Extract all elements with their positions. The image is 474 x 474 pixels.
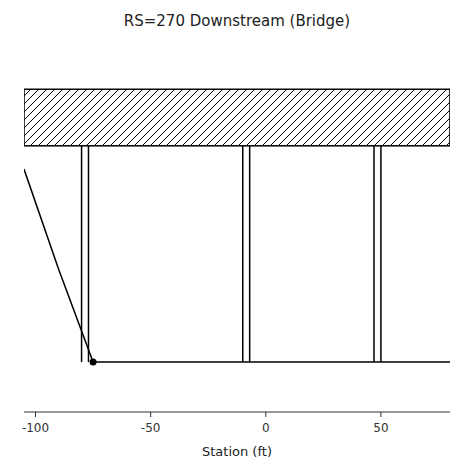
x-tick	[35, 412, 36, 417]
x-axis-line	[24, 412, 450, 413]
pier-line	[373, 146, 375, 362]
x-axis-label: Station (ft)	[202, 444, 272, 459]
ground-profile	[24, 169, 450, 362]
bridge-deck	[24, 89, 450, 146]
x-tick	[380, 412, 381, 417]
x-tick	[265, 412, 266, 417]
chart: RS=270 Downstream (Bridge) -100 -50 0 50 Stat…	[0, 0, 474, 474]
title: RS=270 Downstream (Bridge)	[124, 12, 350, 30]
x-tick-label: 50	[373, 421, 388, 435]
pier-line	[249, 146, 251, 362]
x-tick-label: -100	[22, 421, 49, 435]
pier-line	[380, 146, 382, 362]
pier-line	[88, 146, 90, 362]
plot-area	[24, 89, 450, 365]
pier-line	[242, 146, 244, 362]
x-tick	[150, 412, 151, 417]
x-tick-label: -50	[141, 421, 161, 435]
ground-marker	[90, 359, 97, 366]
x-tick-label: 0	[262, 421, 270, 435]
